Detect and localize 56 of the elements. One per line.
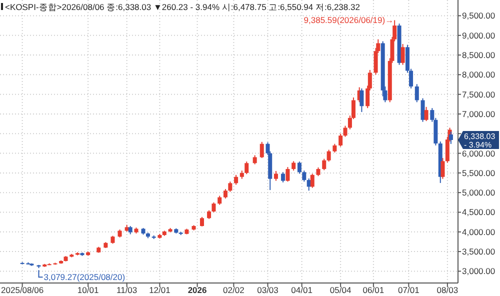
y-tick-label: 8,500.00 xyxy=(462,50,496,60)
y-tick-label: 5,000.00 xyxy=(462,188,496,198)
candlestick xyxy=(200,216,204,227)
y-tick-label: 4,000.00 xyxy=(462,226,496,237)
candlestick xyxy=(360,88,364,113)
y-tick-label: 4,500.00 xyxy=(462,207,496,218)
x-tick-label: 06/01 xyxy=(362,285,384,295)
annotation: 9,385.59(2026/06/19)→ xyxy=(304,15,394,26)
candlestick xyxy=(302,170,306,182)
text: 6,338.03 xyxy=(464,132,496,142)
x-tick-label: 02/02 xyxy=(223,285,245,295)
candlestick xyxy=(292,160,296,172)
y-tick-label: 8,000.00 xyxy=(462,70,496,80)
x-tick-label: 11/03 xyxy=(116,285,138,295)
candlestick xyxy=(440,158,445,180)
candlestick xyxy=(338,133,343,148)
candlestick xyxy=(310,173,314,188)
candlestick xyxy=(260,141,264,159)
candlestick xyxy=(228,181,232,192)
candlestick xyxy=(420,98,425,122)
candlestick xyxy=(286,166,290,182)
candlestick xyxy=(252,154,257,165)
x-tick-label: 08/03 xyxy=(436,285,458,295)
candlestick xyxy=(218,195,222,206)
candlestick xyxy=(281,172,286,183)
candlestick xyxy=(322,158,326,171)
y-tick-label: 9,500.00 xyxy=(462,10,496,21)
candlestick xyxy=(424,106,428,122)
y-tick-label: 7,000.00 xyxy=(462,108,496,119)
candlestick xyxy=(400,44,405,66)
candlestick xyxy=(212,202,216,213)
annotation: 3,079.27(2025/08/20) xyxy=(44,272,126,282)
y-tick-label: 9,000.00 xyxy=(462,30,496,40)
y-tick-label: 3,000.00 xyxy=(462,266,496,276)
candlestick xyxy=(274,170,278,182)
candlestick xyxy=(234,174,238,186)
x-tick-label: 12/01 xyxy=(149,285,171,295)
y-tick-label: 7,500.00 xyxy=(462,89,496,100)
candlestick xyxy=(326,149,331,162)
x-tick-label: 04/01 xyxy=(291,285,313,295)
x-tick-label: 2026 xyxy=(188,285,208,295)
y-tick-label: 5,500.00 xyxy=(462,168,496,178)
candlestick xyxy=(297,161,302,174)
x-tick-label: 05/04 xyxy=(330,285,352,295)
candlestick xyxy=(343,125,348,138)
text: - 3.94% xyxy=(464,140,492,150)
candlestick xyxy=(244,161,249,175)
y-tick-label: 3,500.00 xyxy=(462,246,496,257)
x-tick-label: 03/03 xyxy=(257,285,279,295)
candlestick xyxy=(223,188,228,199)
candlestick xyxy=(414,84,419,103)
y-tick-label: 6,000.00 xyxy=(462,148,496,158)
x-tick-label: 2025/08/06 xyxy=(1,285,44,295)
x-tick-label: 07/01 xyxy=(398,285,420,295)
x-tick-label: 10/01 xyxy=(77,285,99,295)
chart-title: <KOSPI-종합>2026/08/06 종:6,338.03 ▼260.23 - 3.94% 시:6,478.75 고:6,550.94 저:6,238.32 xyxy=(5,2,360,12)
